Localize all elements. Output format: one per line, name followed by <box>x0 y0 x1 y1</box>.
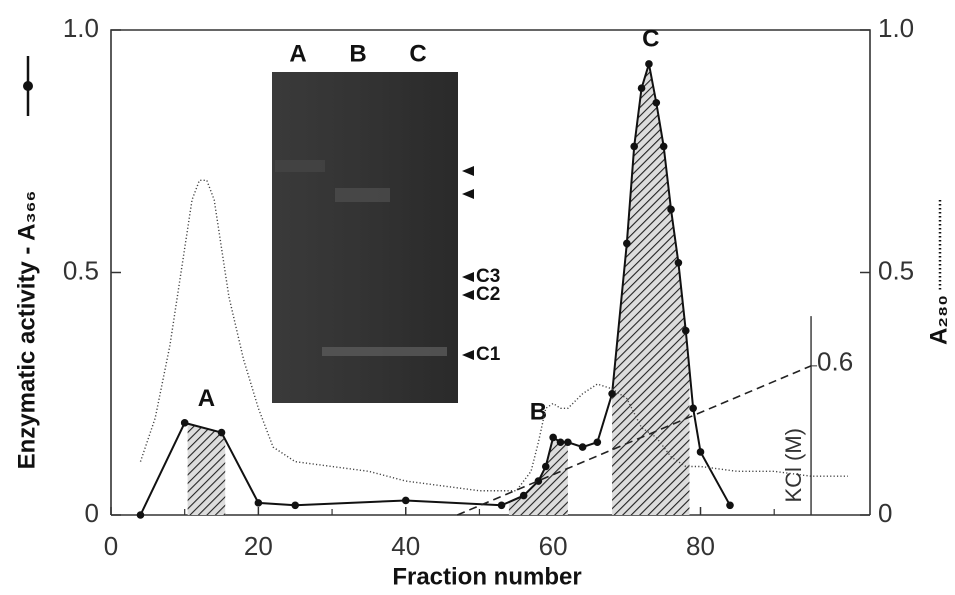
gel-band <box>322 347 447 356</box>
x-tick-label: 60 <box>539 531 568 561</box>
marker-arrow <box>462 290 474 300</box>
activity-point <box>689 405 697 413</box>
marker-label: C2 <box>476 284 500 305</box>
activity-point <box>137 511 145 519</box>
activity-point <box>498 502 506 510</box>
activity-point <box>181 419 189 427</box>
activity-point <box>697 448 705 456</box>
gel-band <box>275 160 325 172</box>
activity-point <box>630 143 638 151</box>
shaded-region <box>612 64 689 515</box>
activity-point <box>542 463 550 471</box>
y2-tick-label: 0 <box>878 498 892 528</box>
activity-point <box>594 438 602 446</box>
lane-label: B <box>349 40 366 67</box>
lane-label: C <box>409 40 426 67</box>
activity-point <box>218 429 226 437</box>
legend-dot <box>23 81 33 91</box>
marker-arrow <box>462 189 474 199</box>
peak-label: C <box>642 25 659 52</box>
y-tick-label: 0 <box>85 498 99 528</box>
peak-label: A <box>198 385 215 412</box>
activity-point <box>255 499 263 507</box>
x-tick-label: 80 <box>686 531 715 561</box>
activity-point <box>653 99 661 107</box>
activity-point <box>564 438 572 446</box>
activity-point <box>291 502 299 510</box>
page: Fraction number Enzymatic activity - A₃₆… <box>0 0 955 595</box>
activity-point <box>549 434 557 442</box>
activity-point <box>726 502 734 510</box>
activity-point <box>660 143 668 151</box>
y-axis-label: Enzymatic activity - A₃₆₆ <box>13 191 40 470</box>
peak-label: B <box>530 399 547 426</box>
activity-point <box>682 327 690 335</box>
chart: Fraction number Enzymatic activity - A₃₆… <box>0 0 955 590</box>
x-tick-label: 40 <box>391 531 420 561</box>
marker-arrow <box>462 272 474 282</box>
y-tick-label: 1.0 <box>63 13 99 43</box>
a280-line <box>140 180 847 490</box>
y2-tick-label: 1.0 <box>878 13 914 43</box>
activity-point <box>402 497 410 505</box>
activity-point <box>667 206 675 214</box>
lane-label: A <box>289 40 306 67</box>
activity-point <box>638 84 646 92</box>
shaded-region <box>509 437 568 515</box>
y2-axis-label: A₂₈₀ <box>925 295 952 345</box>
activity-point <box>623 240 631 248</box>
activity-point <box>520 492 528 500</box>
activity-point <box>579 443 587 451</box>
y2-tick-label: 0.5 <box>878 255 914 285</box>
gel-band <box>335 188 390 202</box>
activity-point <box>645 60 653 68</box>
x-tick-label: 20 <box>244 531 273 561</box>
activity-point <box>557 438 565 446</box>
shaded-region <box>188 424 226 515</box>
marker-arrow <box>462 350 474 360</box>
gel-inset <box>272 72 458 403</box>
marker-label: C1 <box>476 344 501 365</box>
kcl-tick-label: 0.6 <box>817 347 853 377</box>
x-tick-label: 0 <box>104 531 118 561</box>
marker-arrow <box>462 166 474 176</box>
y-tick-label: 0.5 <box>63 255 99 285</box>
activity-point <box>535 477 543 485</box>
x-axis-label: Fraction number <box>392 563 581 590</box>
activity-point <box>675 259 683 267</box>
kcl-label: KCl (M) <box>781 428 806 503</box>
